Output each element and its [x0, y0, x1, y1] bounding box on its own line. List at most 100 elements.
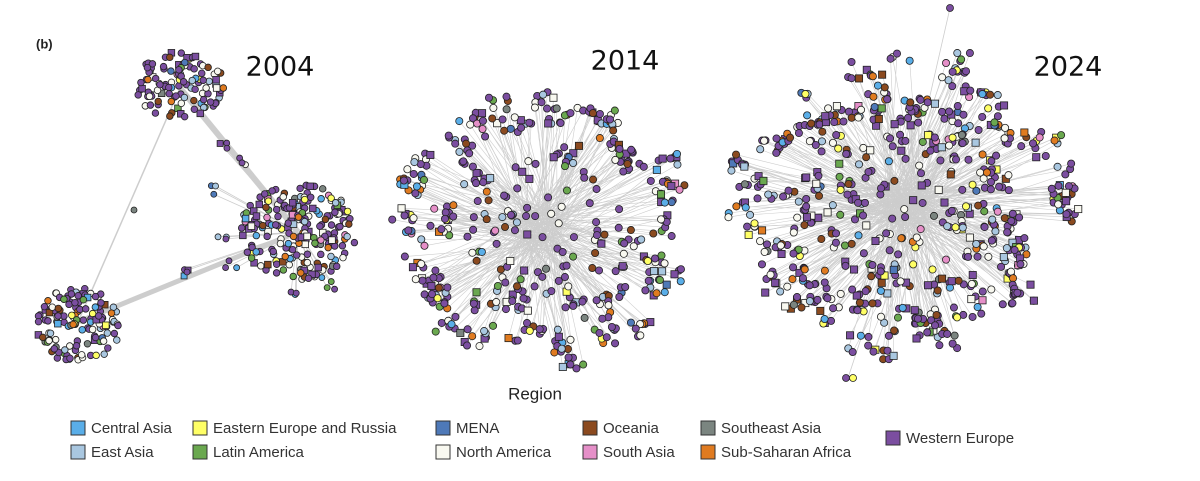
node — [1026, 280, 1035, 289]
node — [97, 299, 105, 307]
node — [871, 236, 880, 245]
node — [979, 174, 988, 183]
node — [167, 67, 175, 75]
node — [557, 202, 566, 211]
node — [264, 260, 272, 269]
node — [658, 267, 667, 276]
edge — [889, 218, 983, 292]
node — [987, 178, 996, 187]
node — [67, 290, 76, 298]
node — [426, 221, 435, 230]
node — [513, 282, 522, 291]
node — [966, 86, 975, 95]
node — [237, 224, 246, 232]
node — [1016, 260, 1025, 269]
node — [430, 204, 439, 213]
edge — [527, 242, 559, 330]
node — [614, 223, 623, 232]
node — [165, 83, 173, 92]
node — [894, 250, 903, 259]
node — [272, 205, 281, 214]
node — [953, 313, 962, 322]
node — [855, 74, 864, 83]
node — [968, 312, 977, 321]
node — [324, 243, 332, 252]
node — [588, 109, 597, 118]
node — [854, 231, 863, 240]
node — [1008, 299, 1017, 308]
node — [897, 146, 906, 155]
node — [924, 131, 933, 140]
node — [884, 157, 893, 166]
edge — [414, 161, 524, 235]
edge — [557, 158, 671, 249]
node — [434, 283, 443, 292]
edge — [827, 108, 901, 215]
node — [657, 190, 666, 199]
node — [39, 333, 47, 342]
node — [850, 215, 859, 224]
node — [177, 99, 186, 108]
node — [588, 264, 597, 273]
edge — [548, 201, 672, 248]
node — [800, 221, 809, 230]
edge — [541, 110, 616, 216]
node — [54, 304, 63, 313]
node — [285, 261, 293, 269]
node — [942, 255, 951, 264]
node — [760, 247, 769, 256]
node — [878, 70, 887, 79]
node — [471, 179, 480, 188]
node — [967, 295, 976, 304]
node — [649, 229, 658, 238]
node — [759, 176, 768, 185]
node — [180, 112, 189, 121]
node — [561, 303, 570, 312]
edge — [875, 125, 904, 211]
node — [988, 215, 997, 224]
node — [786, 133, 795, 142]
node — [1054, 200, 1063, 209]
node — [987, 285, 996, 294]
node — [793, 293, 802, 302]
node — [595, 328, 604, 337]
node — [199, 76, 207, 84]
node — [338, 242, 347, 250]
node — [972, 186, 981, 195]
node — [292, 289, 300, 297]
node — [317, 236, 325, 244]
node — [107, 309, 116, 317]
node — [556, 118, 565, 127]
node — [864, 167, 873, 176]
node — [443, 283, 452, 292]
node — [281, 252, 289, 261]
node — [938, 274, 947, 283]
year-label: 2014 — [591, 46, 660, 77]
node — [517, 123, 526, 132]
node — [564, 282, 573, 291]
node — [259, 221, 267, 230]
node — [456, 328, 465, 337]
node — [202, 84, 210, 92]
node — [948, 133, 957, 142]
node — [595, 266, 604, 275]
node — [916, 169, 925, 178]
edge — [918, 190, 958, 349]
legend-label: Western Europe — [906, 430, 1014, 447]
node — [948, 339, 957, 348]
edge — [392, 219, 529, 244]
edge — [902, 77, 943, 190]
node — [1009, 274, 1018, 283]
node — [877, 278, 886, 287]
node — [531, 159, 540, 168]
node — [972, 239, 981, 248]
node — [181, 58, 189, 67]
node — [1054, 181, 1063, 190]
node — [504, 334, 513, 343]
node — [560, 143, 569, 152]
node — [137, 78, 145, 87]
node — [210, 190, 218, 198]
node — [272, 221, 280, 229]
edge — [467, 248, 542, 330]
node — [940, 114, 949, 123]
